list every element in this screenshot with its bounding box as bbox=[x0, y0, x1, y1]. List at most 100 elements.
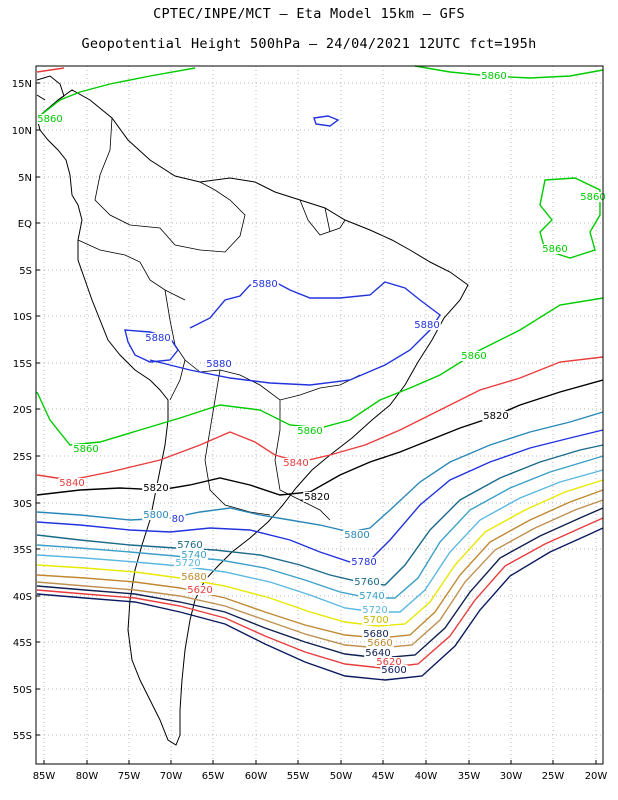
coastlines bbox=[36, 75, 469, 746]
contour-label: 5740 bbox=[181, 550, 206, 561]
lon-tick-label: 85W bbox=[33, 771, 56, 782]
lon-tick-label: 80W bbox=[76, 771, 99, 782]
lon-tick-label: 50W bbox=[330, 771, 353, 782]
contour-5880-central bbox=[149, 281, 441, 386]
contour-label-bg bbox=[362, 629, 390, 639]
contour-label: 5600 bbox=[381, 665, 406, 676]
contour-label-bg bbox=[541, 244, 569, 254]
contour-label-bg bbox=[375, 657, 403, 667]
contour-label-bg bbox=[350, 557, 378, 567]
lon-tick-label: 60W bbox=[245, 771, 268, 782]
contour-label-bg bbox=[480, 71, 508, 81]
lon-tick-label: 20W bbox=[585, 771, 608, 782]
contour-label: 5860 bbox=[73, 444, 98, 455]
contour-label-bg bbox=[366, 638, 394, 648]
contour-label: 5880 bbox=[145, 333, 170, 344]
contour-label: 5760 bbox=[354, 577, 379, 588]
contour-label-bg bbox=[296, 426, 324, 436]
contour-labels: 5860 5860 5860 5860 5860 5860 5860 5880 5880 5880… bbox=[36, 71, 607, 676]
contour-label: 5720 bbox=[175, 558, 200, 569]
contour-label: 5880 bbox=[414, 320, 439, 331]
contour-label-bg bbox=[180, 572, 208, 582]
contour-label-bg bbox=[303, 492, 331, 502]
contour-label: 5820 bbox=[483, 411, 508, 422]
contour-label: 5660 bbox=[367, 638, 392, 649]
lat-tick-label: 50S bbox=[13, 685, 32, 696]
longitude-axis: 85W 80W 75W 70W 65W 60W 55W 50W 45W 40W 35W 30W 25W 2… bbox=[33, 760, 608, 782]
contour-label: 5780 bbox=[351, 557, 376, 568]
contour-label: 5680 bbox=[181, 572, 206, 583]
lon-tick-label: 65W bbox=[202, 771, 225, 782]
lat-tick-label: 5S bbox=[19, 266, 32, 277]
contour-label-bg bbox=[413, 320, 441, 330]
lat-tick-label: 55S bbox=[13, 731, 32, 742]
contour-label: 5880 bbox=[206, 359, 231, 370]
contour-label-bg bbox=[361, 605, 389, 615]
contour-label-bg bbox=[170, 514, 186, 524]
lat-tick-label: 40S bbox=[13, 592, 32, 603]
contour-5840 bbox=[36, 356, 604, 481]
contour-label: 5860 bbox=[580, 192, 605, 203]
contour-5760 bbox=[36, 444, 604, 586]
contour-label-bg bbox=[579, 192, 607, 202]
lat-tick-label: 5N bbox=[18, 173, 32, 184]
contour-label-bg bbox=[186, 585, 214, 595]
latitude-axis: 15N 10N 5N EQ 5S 10S 15S 20S 25S 30S 35S 40S 45S 50S 5… bbox=[12, 79, 40, 742]
contour-5720 bbox=[36, 469, 604, 613]
contour-label: 80 bbox=[172, 514, 185, 525]
contour-label-bg bbox=[180, 550, 208, 560]
contour-label-bg bbox=[364, 648, 392, 658]
contour-label: 5860 bbox=[461, 351, 486, 362]
contour-label: 5720 bbox=[362, 605, 387, 616]
contour-label-bg bbox=[251, 279, 279, 289]
contour-label: 5860 bbox=[481, 71, 506, 82]
contour-label: 5800 bbox=[344, 530, 369, 541]
south-america-outline bbox=[36, 89, 469, 746]
contour-label: 5740 bbox=[359, 591, 384, 602]
contour-label-bg bbox=[482, 411, 510, 421]
contour-5600 bbox=[36, 527, 604, 681]
map-frame bbox=[35, 65, 604, 765]
contour-label-bg bbox=[358, 591, 386, 601]
contour-5860-northwest bbox=[36, 67, 196, 119]
contour-5860-north bbox=[414, 65, 604, 79]
contour-label: 5860 bbox=[37, 114, 62, 125]
lat-tick-label: 45S bbox=[13, 638, 32, 649]
contour-label: 5860 bbox=[542, 244, 567, 255]
lon-tick-label: 55W bbox=[287, 771, 310, 782]
contour-lines bbox=[36, 65, 604, 681]
contour-5700 bbox=[36, 479, 604, 627]
contour-label: 5760 bbox=[177, 540, 202, 551]
contour-5680 bbox=[36, 489, 604, 639]
contour-label: 5820 bbox=[304, 492, 329, 503]
contour-label-bg bbox=[142, 510, 170, 520]
contour-label: 5800 bbox=[143, 510, 168, 521]
contour-label: 5680 bbox=[363, 629, 388, 640]
lat-tick-label: 25S bbox=[13, 452, 32, 463]
contour-5840-corner bbox=[36, 67, 65, 73]
central-america-outline bbox=[36, 75, 65, 101]
chart-subtitle: Geopotential Height 500hPa – 24/04/2021 … bbox=[81, 36, 537, 52]
lon-tick-label: 25W bbox=[542, 771, 565, 782]
contour-label: 5840 bbox=[283, 458, 308, 469]
contour-label-bg bbox=[72, 444, 100, 454]
contour-label: 5620 bbox=[376, 657, 401, 668]
contour-label-bg bbox=[460, 351, 488, 361]
contour-label-bg bbox=[142, 483, 170, 493]
lon-tick-label: 75W bbox=[118, 771, 141, 782]
contour-5660 bbox=[36, 499, 604, 649]
contour-label-bg bbox=[205, 359, 233, 369]
contour-label: 5640 bbox=[365, 648, 390, 659]
contour-label-bg bbox=[176, 540, 204, 550]
contour-5780 bbox=[36, 429, 604, 563]
contour-label-bg bbox=[343, 530, 371, 540]
contour-5820 bbox=[36, 379, 604, 496]
contour-label-bg bbox=[380, 665, 408, 675]
lon-tick-label: 70W bbox=[160, 771, 183, 782]
lat-tick-label: EQ bbox=[18, 219, 32, 230]
lat-tick-label: 10S bbox=[13, 312, 32, 323]
contour-label-bg bbox=[282, 458, 310, 468]
contour-label-bg bbox=[362, 615, 390, 625]
lat-tick-label: 15S bbox=[13, 359, 32, 370]
